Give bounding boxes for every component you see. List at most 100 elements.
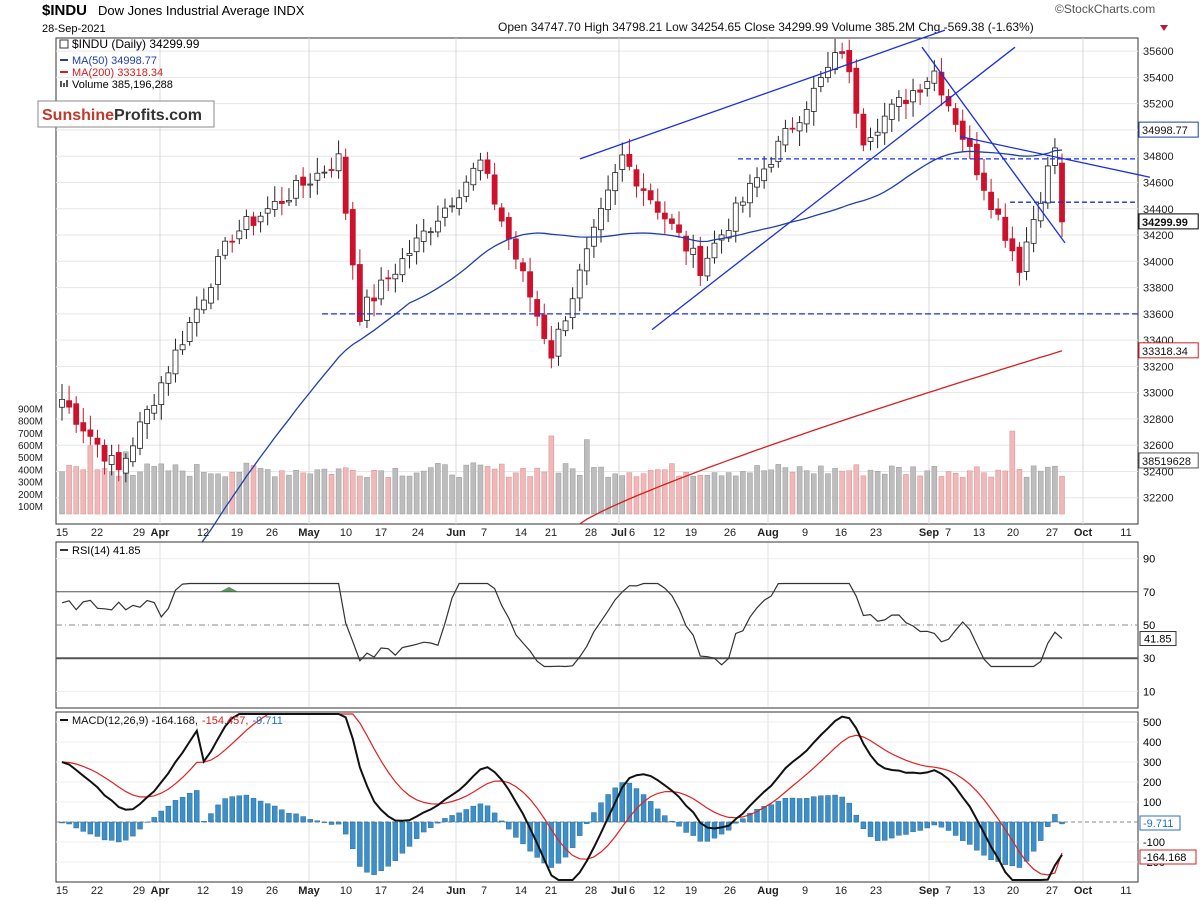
volume-bar <box>811 473 817 515</box>
candle-body <box>505 217 512 240</box>
candle-body <box>300 176 307 186</box>
volume-bar <box>988 476 994 515</box>
x-axis-label: 22 <box>91 527 103 539</box>
candle-body <box>406 253 413 257</box>
candle-body <box>208 287 214 304</box>
candle-body <box>697 245 704 277</box>
candle-body <box>335 153 342 172</box>
macd-hist-bar <box>385 821 391 867</box>
candle-body <box>661 212 668 220</box>
volume-bar <box>172 464 179 515</box>
macd-hist-bar <box>378 821 384 872</box>
candle-body <box>59 398 65 408</box>
x-axis-label: Aug <box>757 527 778 539</box>
macd-signal-line <box>61 713 1063 876</box>
candle-body <box>87 429 94 437</box>
candle-body <box>676 224 682 233</box>
macd-hist-bar <box>711 821 718 839</box>
volume-bar <box>747 472 753 515</box>
volume-bar <box>364 477 370 515</box>
candle-body <box>881 115 888 134</box>
x-axis-label: 26 <box>724 885 736 897</box>
candle-body <box>477 159 484 172</box>
macd-line <box>61 713 1063 881</box>
macd-hist-bar <box>768 804 774 823</box>
macd-hist-bar <box>442 818 448 823</box>
volume-bar <box>867 469 874 515</box>
macd-hist-bar <box>910 821 916 833</box>
volume-bar <box>194 464 200 515</box>
ma200-line <box>579 350 1063 525</box>
x-axis-label: 11 <box>1120 527 1131 539</box>
volume-bar <box>1045 466 1051 515</box>
macd-hist-bar <box>690 821 696 836</box>
candle-body <box>981 172 987 191</box>
candle-body <box>633 169 640 187</box>
volume-bar <box>321 468 328 515</box>
x-axis-label: 17 <box>375 527 387 539</box>
candle-body <box>321 171 328 174</box>
macd-hist-bar <box>527 821 533 852</box>
rsi-line <box>61 582 1063 668</box>
candle-body <box>555 328 562 357</box>
volume-bar <box>158 463 165 515</box>
candle-body <box>1009 238 1016 252</box>
volume-bar <box>300 472 306 515</box>
volume-bar <box>733 475 739 515</box>
volume-bar <box>392 468 399 515</box>
volume-bar <box>725 472 732 515</box>
volume-bar <box>413 472 420 515</box>
volume-bar <box>123 451 129 515</box>
macd-hist-bar <box>917 821 923 831</box>
price-tick-label: 35600 <box>1143 46 1174 58</box>
candle-body <box>94 437 101 445</box>
x-axis-label: May <box>298 527 320 539</box>
macd-hist-bar <box>328 821 335 825</box>
macd-hist-bar <box>846 802 852 823</box>
candle-body <box>534 299 541 317</box>
price-tag-label: 33318.34 <box>1142 346 1188 358</box>
candle-body <box>782 128 789 146</box>
volume-bar <box>881 473 888 515</box>
candle-body <box>1059 162 1065 223</box>
candle-body <box>612 172 619 192</box>
rsi-tick-label: 90 <box>1143 554 1155 566</box>
candle-body <box>1002 216 1009 241</box>
volume-bar <box>328 473 335 515</box>
macd-hist-bar <box>541 821 547 864</box>
ohlc-readout: Open 34747.70 High 34798.21 Low 34254.65… <box>498 20 1034 34</box>
macd-hist-bar <box>548 821 555 868</box>
candle-body <box>371 297 377 302</box>
volume-bar <box>662 469 668 515</box>
macd-tick-label: 300 <box>1143 757 1161 769</box>
macd-hist-bar <box>988 821 994 861</box>
candle-body <box>513 238 519 260</box>
macd-x-axis-labels: 15 22 29 Apr 12 19 26 May 10 17 24 Jun 7 14 21 28 Jul 6 12… <box>56 885 1132 897</box>
price-tick-label: 32600 <box>1143 440 1174 452</box>
stockcharts-brand: ©StockCharts.com <box>1055 2 1155 16</box>
volume-bars <box>59 430 1065 515</box>
price-tag-box <box>1138 213 1199 230</box>
candle-body <box>647 190 654 201</box>
x-axis-label: 24 <box>412 885 424 897</box>
macd-hist-bar <box>179 796 186 823</box>
candle-body <box>995 208 1002 215</box>
volume-bar <box>357 475 363 515</box>
macd-histogram <box>59 782 1065 875</box>
x-axis-label: 15 <box>56 527 68 539</box>
price-value-tags: 34998.77 34299.99 33318.34 38519628 <box>1138 121 1199 469</box>
macd-hist-bar <box>456 812 462 823</box>
legend-volume: Volume 385,196,288 <box>72 79 173 91</box>
candle-body <box>888 103 895 120</box>
x-axis-label: 19 <box>231 885 243 897</box>
candle-body <box>456 197 463 209</box>
down-change-icon <box>1160 25 1168 31</box>
volume-bar <box>931 466 938 515</box>
volume-bar <box>286 474 292 515</box>
macd-hist-bar <box>243 794 250 823</box>
macd-tick-label: 100 <box>1143 797 1161 809</box>
macd-hist-bar <box>960 821 966 841</box>
volume-bar <box>562 463 569 515</box>
macd-tick-label: -100 <box>1143 837 1165 849</box>
candle-body <box>243 216 250 230</box>
